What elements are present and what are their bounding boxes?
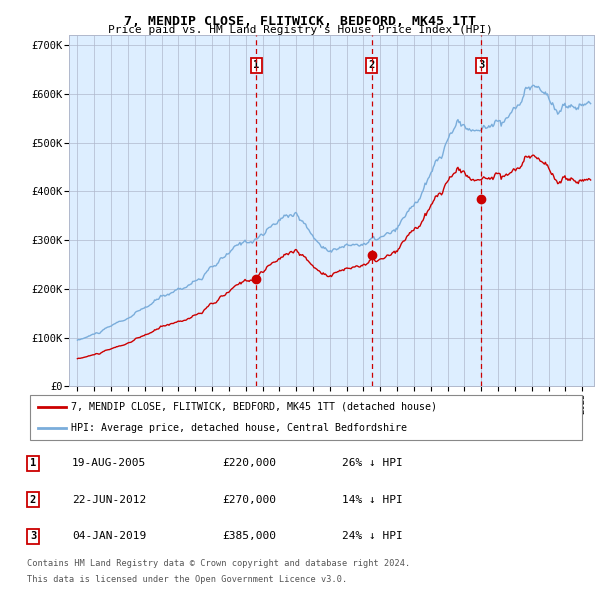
Text: 1: 1 bbox=[30, 458, 36, 468]
FancyBboxPatch shape bbox=[30, 395, 582, 440]
Text: This data is licensed under the Open Government Licence v3.0.: This data is licensed under the Open Gov… bbox=[27, 575, 347, 584]
Text: £220,000: £220,000 bbox=[222, 458, 276, 468]
Text: £385,000: £385,000 bbox=[222, 532, 276, 541]
Text: 26% ↓ HPI: 26% ↓ HPI bbox=[342, 458, 403, 468]
Text: 04-JAN-2019: 04-JAN-2019 bbox=[72, 532, 146, 541]
Text: 2: 2 bbox=[30, 495, 36, 504]
Text: HPI: Average price, detached house, Central Bedfordshire: HPI: Average price, detached house, Cent… bbox=[71, 424, 407, 433]
Text: 2: 2 bbox=[368, 60, 374, 70]
Text: 24% ↓ HPI: 24% ↓ HPI bbox=[342, 532, 403, 541]
Text: 7, MENDIP CLOSE, FLITWICK, BEDFORD, MK45 1TT (detached house): 7, MENDIP CLOSE, FLITWICK, BEDFORD, MK45… bbox=[71, 402, 437, 412]
Text: 22-JUN-2012: 22-JUN-2012 bbox=[72, 495, 146, 504]
Text: 3: 3 bbox=[478, 60, 485, 70]
Text: Contains HM Land Registry data © Crown copyright and database right 2024.: Contains HM Land Registry data © Crown c… bbox=[27, 559, 410, 568]
Text: £270,000: £270,000 bbox=[222, 495, 276, 504]
Text: 7, MENDIP CLOSE, FLITWICK, BEDFORD, MK45 1TT: 7, MENDIP CLOSE, FLITWICK, BEDFORD, MK45… bbox=[124, 15, 476, 28]
Text: 1: 1 bbox=[253, 60, 259, 70]
Text: 3: 3 bbox=[30, 532, 36, 541]
Text: 14% ↓ HPI: 14% ↓ HPI bbox=[342, 495, 403, 504]
Text: 19-AUG-2005: 19-AUG-2005 bbox=[72, 458, 146, 468]
Text: Price paid vs. HM Land Registry's House Price Index (HPI): Price paid vs. HM Land Registry's House … bbox=[107, 25, 493, 35]
